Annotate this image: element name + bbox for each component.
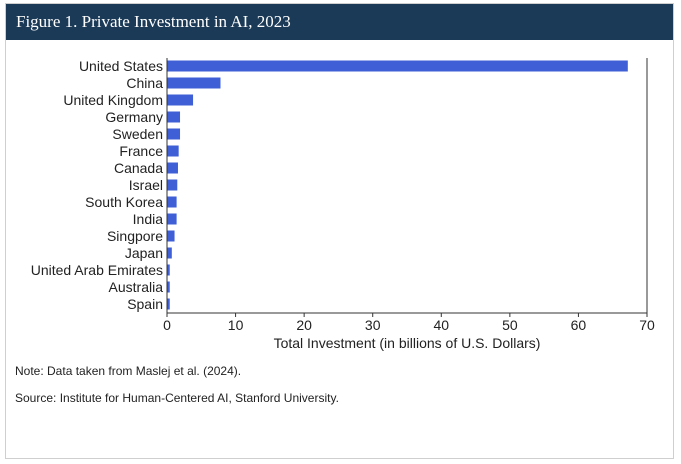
y-tick-label: Israel <box>129 177 163 193</box>
figure-title: Figure 1. Private Investment in AI, 2023 <box>6 4 673 40</box>
bar <box>167 179 178 191</box>
y-tick-label: South Korea <box>85 194 163 210</box>
x-tick-labels: 0 10 20 30 40 50 60 70 <box>163 317 655 333</box>
x-tick-label: 10 <box>228 317 244 333</box>
bar <box>167 213 177 225</box>
bar <box>167 162 178 174</box>
bars-group <box>167 60 628 310</box>
y-tick-label: Singpore <box>107 228 163 244</box>
bar <box>167 128 181 140</box>
x-tick-label: 60 <box>571 317 587 333</box>
y-tick-label: United States <box>79 58 163 74</box>
x-tick-label: 50 <box>502 317 518 333</box>
y-tick-label: United Arab Emirates <box>31 262 163 278</box>
bar <box>167 77 221 89</box>
x-tick-label: 0 <box>163 317 171 333</box>
bar <box>167 145 179 157</box>
y-tick-label: China <box>126 75 163 91</box>
bar <box>167 298 170 310</box>
y-tick-label: Australia <box>109 279 164 295</box>
y-tick-label: India <box>133 211 164 227</box>
note-text: Note: Data taken from Maslej et al. (202… <box>15 364 242 378</box>
figure-frame: Figure 1. Private Investment in AI, 2023 <box>5 3 674 459</box>
y-tick-label: Japan <box>125 245 163 261</box>
bar <box>167 230 175 242</box>
bar <box>167 281 170 293</box>
bar <box>167 94 194 106</box>
y-tick-label: United Kingdom <box>63 92 163 108</box>
source-text: Source: Institute for Human-Centered AI,… <box>15 391 339 405</box>
x-axis-label: Total Investment (in billions of U.S. Do… <box>274 335 541 351</box>
y-tick-label: Germany <box>105 109 163 125</box>
y-tick-label: Canada <box>114 160 163 176</box>
x-tick-label: 20 <box>296 317 312 333</box>
y-tick-label: France <box>119 143 163 159</box>
x-tick-label: 30 <box>365 317 381 333</box>
x-tick-label: 40 <box>433 317 449 333</box>
axes-group <box>166 58 648 317</box>
y-tick-label: Sweden <box>112 126 163 142</box>
y-tick-label: Spain <box>127 296 163 312</box>
x-tick-label: 70 <box>639 317 655 333</box>
bar <box>167 247 172 259</box>
bar <box>167 111 181 123</box>
bar <box>167 60 628 72</box>
bar <box>167 264 170 276</box>
bar <box>167 196 177 208</box>
